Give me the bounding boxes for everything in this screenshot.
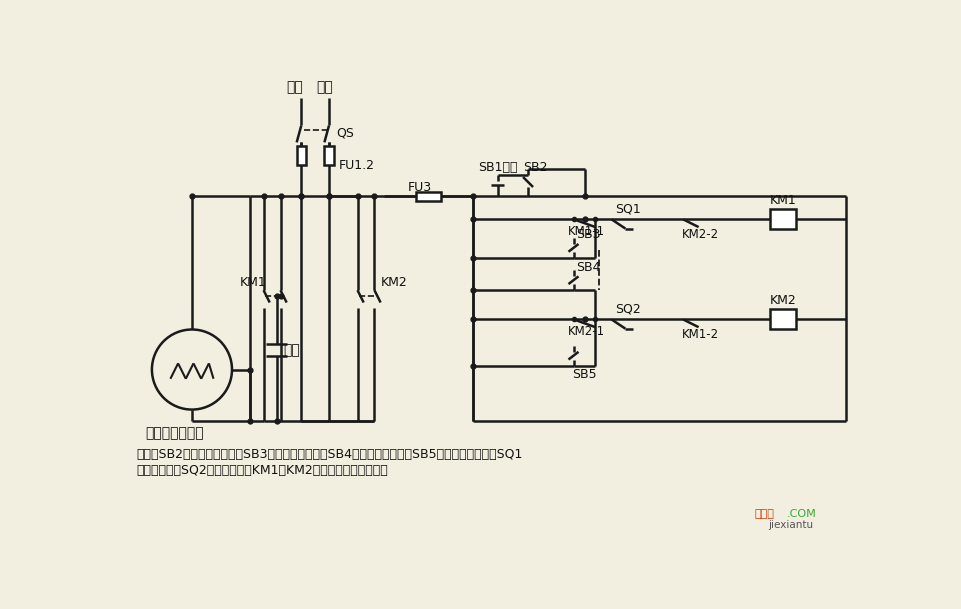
Text: SQ2: SQ2	[615, 303, 641, 316]
Text: jiexiantu: jiexiantu	[767, 520, 812, 530]
Text: 火线: 火线	[286, 80, 303, 94]
Text: 为最高限位，SQ2为最低限位。KM1、KM2可用中间继电器代替。: 为最高限位，SQ2为最低限位。KM1、KM2可用中间继电器代替。	[136, 464, 388, 477]
Text: KM2-1: KM2-1	[567, 325, 604, 339]
Text: FU3: FU3	[407, 180, 431, 194]
Text: KM2: KM2	[769, 295, 796, 308]
Text: KM1-1: KM1-1	[567, 225, 604, 238]
Text: KM2: KM2	[381, 276, 407, 289]
Bar	[296, 146, 306, 164]
Text: KM1: KM1	[239, 276, 266, 289]
Text: SB4: SB4	[576, 261, 600, 273]
Text: SB5: SB5	[572, 368, 597, 381]
Text: KM2-2: KM2-2	[681, 228, 718, 241]
Text: SB2: SB2	[523, 161, 547, 174]
Text: 说明：SB2为上升启动按钮，SB3为上升点动按钮，SB4为下降启动按钮，SB5为下降点动按钮；SQ1: 说明：SB2为上升启动按钮，SB3为上升点动按钮，SB4为下降启动按钮，SB5为…	[136, 448, 523, 461]
Bar	[324, 146, 333, 164]
Text: FU1.2: FU1.2	[338, 159, 374, 172]
Bar	[770, 209, 796, 230]
Text: SQ1: SQ1	[615, 203, 641, 216]
Text: .COM: .COM	[785, 509, 815, 518]
Text: 电容: 电容	[283, 343, 299, 357]
Text: 零线: 零线	[316, 80, 333, 94]
Text: 单相电容电动机: 单相电容电动机	[146, 426, 204, 440]
Text: KM1: KM1	[769, 194, 796, 208]
Text: QS: QS	[336, 127, 355, 139]
Text: KM1-2: KM1-2	[681, 328, 718, 342]
Text: SB1停止: SB1停止	[478, 161, 517, 174]
Bar	[770, 309, 796, 329]
Text: SB3: SB3	[576, 228, 600, 241]
Bar	[416, 192, 440, 201]
Text: 接线图: 接线图	[753, 509, 774, 518]
